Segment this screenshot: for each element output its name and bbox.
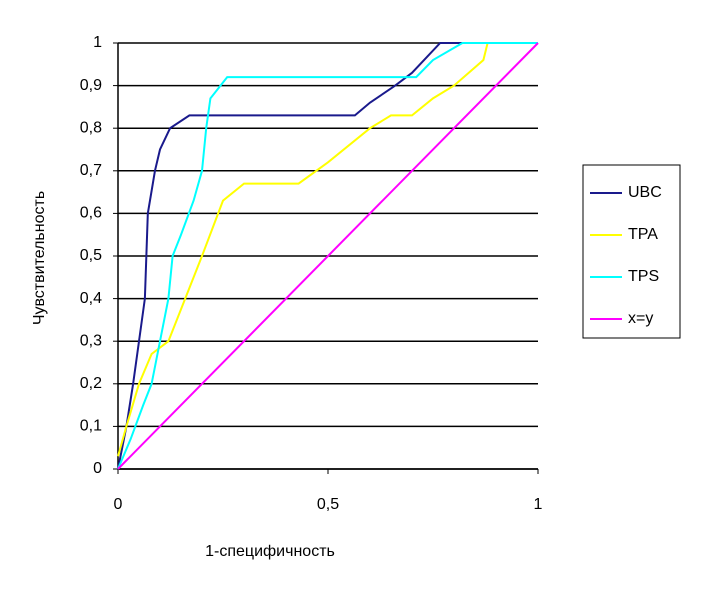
series-line xyxy=(117,42,539,470)
y-tick-label: 0,2 xyxy=(80,375,102,392)
y-axis-label: Чувствительность xyxy=(31,191,48,325)
y-tick-label: 1 xyxy=(93,34,102,51)
series-line xyxy=(117,42,463,470)
y-tick-label: 0,7 xyxy=(80,162,102,179)
legend-label: TPS xyxy=(628,268,659,285)
y-tick-label: 0,9 xyxy=(80,77,102,94)
y-tick-label: 0,8 xyxy=(80,119,102,136)
y-tick-label: 0,1 xyxy=(80,418,102,435)
legend-label: UBC xyxy=(628,184,662,201)
series-line xyxy=(117,42,538,470)
y-tick-label: 0,6 xyxy=(80,205,102,222)
series-line xyxy=(117,42,538,457)
x-tick-label: 1 xyxy=(534,496,543,513)
x-axis-label: 1-специфичность xyxy=(205,543,335,560)
y-tick-label: 0 xyxy=(93,460,102,477)
x-tick-label: 0,5 xyxy=(317,496,339,513)
x-tick-label: 0 xyxy=(114,496,123,513)
y-tick-label: 0,5 xyxy=(80,247,102,264)
y-tick-label: 0,4 xyxy=(80,290,102,307)
legend-label: TPA xyxy=(628,226,658,243)
legend-label: x=y xyxy=(628,310,653,327)
y-tick-label: 0,3 xyxy=(80,332,102,349)
